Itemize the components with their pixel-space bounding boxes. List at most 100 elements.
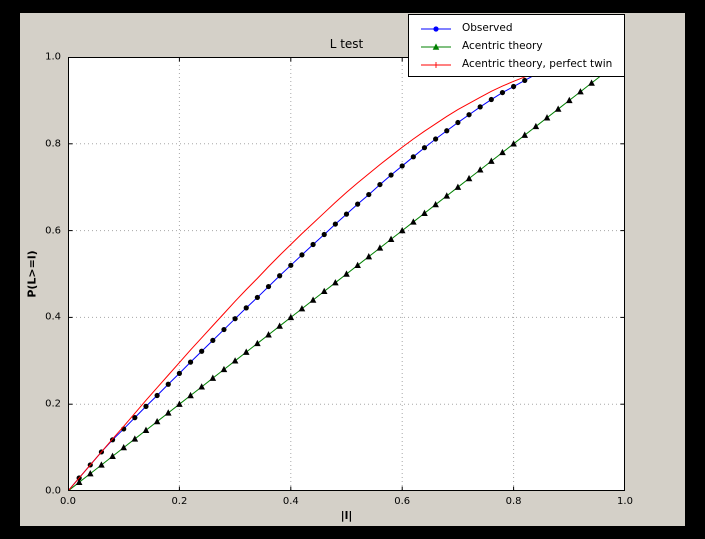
circle-marker xyxy=(176,370,182,376)
triangle-marker xyxy=(298,305,306,312)
triangle-marker xyxy=(376,244,384,251)
circle-marker xyxy=(221,326,227,333)
legend-sample-line xyxy=(421,43,451,50)
triangle-marker xyxy=(320,287,328,295)
chart xyxy=(64,56,626,494)
triangle-marker xyxy=(265,331,272,338)
x-tick-label: 0.6 xyxy=(394,496,411,507)
triangle-marker xyxy=(566,96,573,104)
triangle-marker xyxy=(153,417,161,425)
legend-entry-acentric-theory: Acentric theory xyxy=(409,37,624,55)
circle-marker xyxy=(154,392,160,399)
triangle-marker xyxy=(332,279,339,286)
triangle-marker xyxy=(421,209,428,216)
triangle-marker xyxy=(354,261,361,269)
circle-marker xyxy=(466,112,472,118)
circle-marker xyxy=(265,283,272,290)
triangle-marker xyxy=(543,114,551,121)
legend-line-sample-perfect-twin xyxy=(419,57,453,71)
circle-marker xyxy=(377,181,383,188)
triangle-marker xyxy=(365,253,373,260)
x-tick-label: 0.4 xyxy=(282,496,299,507)
triangle-marker xyxy=(510,140,517,147)
x-tick-label: 0.0 xyxy=(60,496,76,507)
triangle-marker xyxy=(198,383,205,390)
circle-marker xyxy=(477,104,483,110)
legend: Observed Acentric theory Acentric theory… xyxy=(408,14,625,77)
triangle-marker xyxy=(488,157,495,164)
circle-marker xyxy=(254,294,260,301)
triangle-marker xyxy=(187,391,194,399)
legend-sample-line xyxy=(421,62,451,68)
series-line-observed xyxy=(67,68,548,492)
triangle-marker xyxy=(309,296,317,303)
triangle-marker xyxy=(577,88,584,95)
circle-marker xyxy=(433,136,439,142)
circle-marker xyxy=(366,191,372,198)
triangle-marker xyxy=(220,365,228,373)
triangle-marker xyxy=(287,313,295,321)
triangle-marker xyxy=(443,192,451,199)
series-acentric-theory-perfect-twin xyxy=(67,68,548,492)
triangle-marker xyxy=(176,400,183,407)
x-axis-label: |l| xyxy=(340,509,353,522)
triangle-marker xyxy=(432,200,439,208)
triangle-marker xyxy=(98,461,105,468)
circle-marker xyxy=(511,83,517,90)
circle-marker xyxy=(143,403,149,409)
circle-marker xyxy=(243,305,249,311)
y-tick-label: 1.0 xyxy=(45,51,61,63)
triangle-marker xyxy=(398,227,406,234)
legend-line-sample-acentric-theory xyxy=(419,39,453,53)
y-tick-label: 0.2 xyxy=(45,398,61,410)
triangle-marker xyxy=(231,357,239,364)
circle-marker xyxy=(455,119,461,126)
triangle-marker xyxy=(75,478,83,486)
axes-border xyxy=(68,57,625,491)
legend-sample-line xyxy=(421,26,451,32)
circle-marker xyxy=(399,163,405,169)
legend-line-sample-observed xyxy=(419,21,453,35)
triangle-marker xyxy=(532,122,540,130)
triangle-marker xyxy=(142,426,150,433)
circle-marker xyxy=(433,26,439,32)
circle-marker xyxy=(199,348,205,354)
triangle-marker xyxy=(343,270,350,277)
triangle-marker xyxy=(131,435,139,442)
y-tick-label: 0.4 xyxy=(45,311,61,323)
circle-marker xyxy=(210,337,216,344)
legend-entry-perfect-twin: Acentric theory, perfect twin xyxy=(409,55,624,73)
series-observed xyxy=(65,66,550,494)
triangle-marker xyxy=(276,322,283,329)
circle-marker xyxy=(343,211,350,217)
chart-title: L test xyxy=(329,37,364,51)
x-tick-label: 0.8 xyxy=(505,496,522,507)
legend-label: Acentric theory xyxy=(462,40,543,52)
triangle-marker xyxy=(432,43,440,50)
triangle-marker xyxy=(410,218,417,225)
circle-marker xyxy=(355,201,361,207)
circle-marker xyxy=(522,77,528,84)
triangle-marker xyxy=(554,105,562,112)
circle-marker xyxy=(232,316,238,322)
triangle-marker xyxy=(164,409,172,416)
legend-entry-observed: Observed xyxy=(409,19,624,37)
y-tick-label: 0.0 xyxy=(45,485,61,497)
triangle-marker xyxy=(387,235,395,242)
circle-marker xyxy=(277,273,283,279)
triangle-marker xyxy=(86,470,94,477)
circle-marker xyxy=(388,172,394,178)
triangle-marker xyxy=(109,452,116,459)
circle-marker xyxy=(444,128,450,134)
triangle-marker xyxy=(588,79,595,86)
plot-area xyxy=(64,56,626,494)
triangle-marker xyxy=(499,148,506,156)
circle-marker xyxy=(299,252,305,258)
series-acentric-theory xyxy=(64,70,607,494)
triangle-marker xyxy=(209,374,217,381)
circle-marker xyxy=(165,381,171,387)
series-line-acentric-theory-perfect-twin xyxy=(67,68,548,492)
circle-marker xyxy=(132,415,138,421)
circle-marker xyxy=(321,231,327,238)
triangle-marker xyxy=(120,444,127,451)
